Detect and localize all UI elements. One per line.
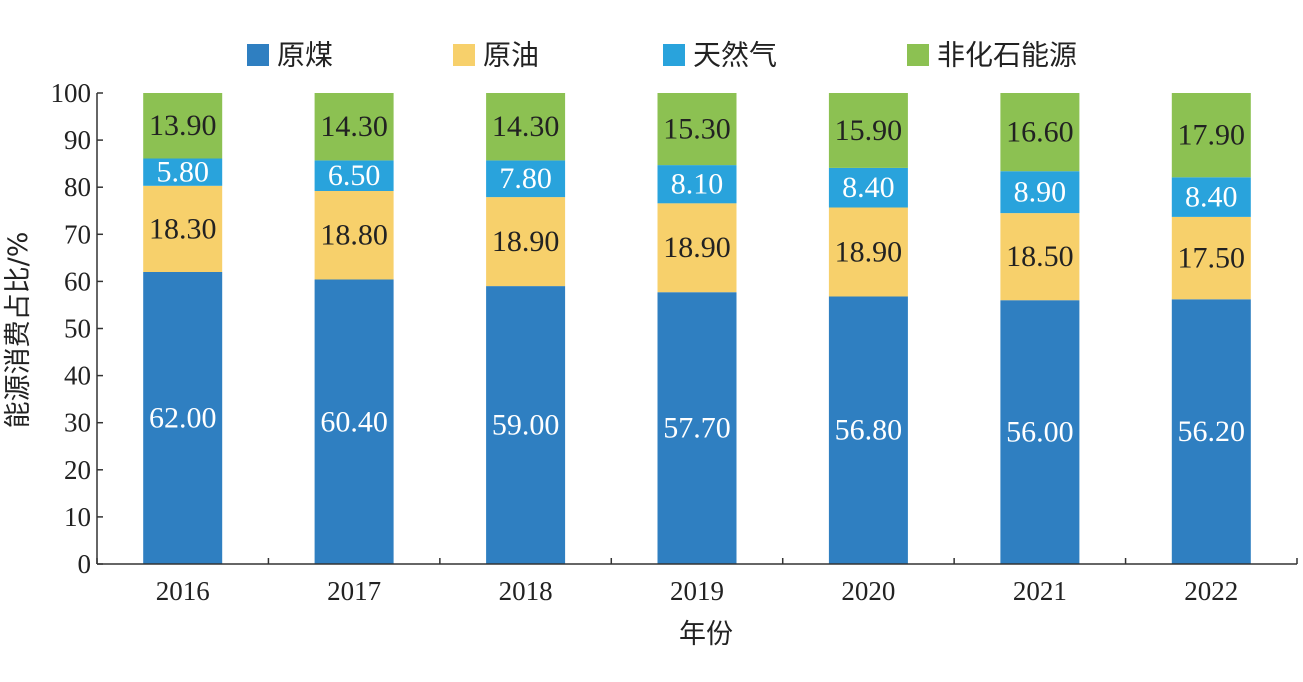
legend-label-s0: 原煤 bbox=[277, 39, 333, 72]
legend-swatch-s2 bbox=[663, 44, 685, 66]
bar-segment-2021-s0 bbox=[1000, 300, 1080, 564]
x-tick-label-2016: 2016 bbox=[156, 576, 210, 606]
bar-segment-2021-s1 bbox=[1000, 213, 1080, 301]
data-label-2016-s2: 5.80 bbox=[156, 156, 209, 189]
bar-segment-2018-s2 bbox=[486, 160, 566, 198]
bar-segment-2017-s2 bbox=[314, 160, 394, 191]
data-label-2021-s3: 16.60 bbox=[1006, 116, 1074, 149]
y-tick-label-50: 50 bbox=[64, 314, 91, 344]
bar-segment-2022-s3 bbox=[1171, 93, 1251, 178]
data-label-2016-s1: 18.30 bbox=[149, 212, 217, 245]
x-tick-label-2019: 2019 bbox=[670, 576, 724, 606]
y-tick-label-80: 80 bbox=[64, 172, 91, 202]
bar-segment-2021-s3 bbox=[1000, 93, 1080, 172]
data-label-2019-s3: 15.30 bbox=[663, 113, 731, 146]
bar-segment-2021-s2 bbox=[1000, 171, 1080, 214]
y-tick-label-100: 100 bbox=[51, 78, 92, 108]
legend-label-s2: 天然气 bbox=[693, 39, 777, 72]
bar-segment-2019-s2 bbox=[657, 165, 737, 204]
bar-segment-2020-s2 bbox=[828, 167, 908, 208]
bar-segment-2018-s0 bbox=[486, 286, 566, 564]
data-label-2022-s1: 17.50 bbox=[1178, 242, 1246, 275]
data-label-2021-s0: 56.00 bbox=[1006, 416, 1074, 449]
data-label-2018-s1: 18.90 bbox=[492, 225, 560, 258]
bar-segment-2022-s2 bbox=[1171, 177, 1251, 217]
data-label-2017-s0: 60.40 bbox=[320, 405, 388, 438]
data-label-2019-s1: 18.90 bbox=[663, 231, 731, 264]
legend-label-s3: 非化石能源 bbox=[937, 39, 1077, 72]
x-tick-label-2021: 2021 bbox=[1013, 576, 1067, 606]
x-tick-label-2020: 2020 bbox=[841, 576, 895, 606]
y-tick-label-10: 10 bbox=[64, 502, 91, 532]
data-label-2019-s0: 57.70 bbox=[663, 412, 731, 445]
x-tick-label-2022: 2022 bbox=[1184, 576, 1238, 606]
bar-segment-2019-s0 bbox=[657, 292, 737, 564]
data-label-2017-s1: 18.80 bbox=[320, 219, 388, 252]
data-label-2017-s2: 6.50 bbox=[328, 159, 381, 192]
bar-segment-2020-s0 bbox=[828, 296, 908, 564]
bar-segment-2016-s2 bbox=[143, 158, 223, 186]
bars: 62.00 18.30 5.80 13.90 60.40 18.80 6.50 14.30 59… bbox=[143, 93, 1251, 564]
data-label-2018-s2: 7.80 bbox=[499, 162, 552, 195]
data-label-2021-s1: 18.50 bbox=[1006, 240, 1074, 273]
legend: 原煤 原油 天然气 非化石能源 bbox=[247, 39, 1077, 72]
bar-segment-2016-s1 bbox=[143, 185, 223, 272]
legend-swatch-s0 bbox=[247, 44, 269, 66]
y-tick-label-60: 60 bbox=[64, 266, 91, 296]
data-label-2017-s3: 14.30 bbox=[320, 110, 388, 143]
y-tick-label-0: 0 bbox=[78, 549, 92, 579]
data-label-2020-s3: 15.90 bbox=[835, 114, 903, 147]
bar-segment-2018-s3 bbox=[486, 93, 566, 161]
bar-segment-2020-s1 bbox=[828, 207, 908, 297]
data-label-2019-s2: 8.10 bbox=[671, 168, 724, 201]
axes: 0 10 20 30 40 50 60 70 80 90 100 2016 2017 2018 2019 20… bbox=[51, 78, 1298, 606]
x-tick-label-2017: 2017 bbox=[327, 576, 381, 606]
legend-label-s1: 原油 bbox=[483, 39, 539, 72]
data-label-2021-s2: 8.90 bbox=[1014, 176, 1067, 209]
bar-segment-2016-s3 bbox=[143, 93, 223, 159]
bar-segment-2018-s1 bbox=[486, 197, 566, 287]
bar-segment-2017-s0 bbox=[314, 279, 394, 564]
y-tick-label-90: 90 bbox=[64, 125, 91, 155]
data-label-2022-s2: 8.40 bbox=[1185, 181, 1238, 214]
bar-segment-2022-s1 bbox=[1171, 216, 1251, 300]
bar-segment-2022-s0 bbox=[1171, 299, 1251, 564]
x-axis-title: 年份 bbox=[679, 619, 733, 650]
bar-segment-2019-s3 bbox=[657, 93, 737, 166]
data-label-2020-s2: 8.40 bbox=[842, 171, 895, 204]
data-label-2016-s0: 62.00 bbox=[149, 402, 217, 435]
legend-swatch-s3 bbox=[907, 44, 929, 66]
y-tick-label-20: 20 bbox=[64, 455, 91, 485]
data-label-2018-s3: 14.30 bbox=[492, 110, 560, 143]
data-label-2022-s0: 56.20 bbox=[1178, 415, 1246, 448]
data-label-2020-s1: 18.90 bbox=[835, 236, 903, 269]
bar-segment-2020-s3 bbox=[828, 93, 908, 168]
bar-segment-2019-s1 bbox=[657, 203, 737, 293]
bar-segment-2016-s0 bbox=[143, 272, 223, 564]
y-axis-title: 能源消费占比/% bbox=[3, 232, 34, 429]
y-tick-label-70: 70 bbox=[64, 219, 91, 249]
data-label-2016-s3: 13.90 bbox=[149, 109, 217, 142]
bar-segment-2017-s1 bbox=[314, 191, 394, 280]
data-label-2020-s0: 56.80 bbox=[835, 414, 903, 447]
y-tick-label-40: 40 bbox=[64, 361, 91, 391]
data-label-2022-s3: 17.90 bbox=[1178, 119, 1246, 152]
x-tick-label-2018: 2018 bbox=[499, 576, 553, 606]
data-label-2018-s0: 59.00 bbox=[492, 409, 560, 442]
y-tick-label-30: 30 bbox=[64, 408, 91, 438]
legend-swatch-s1 bbox=[453, 44, 475, 66]
bar-segment-2017-s3 bbox=[314, 93, 394, 161]
